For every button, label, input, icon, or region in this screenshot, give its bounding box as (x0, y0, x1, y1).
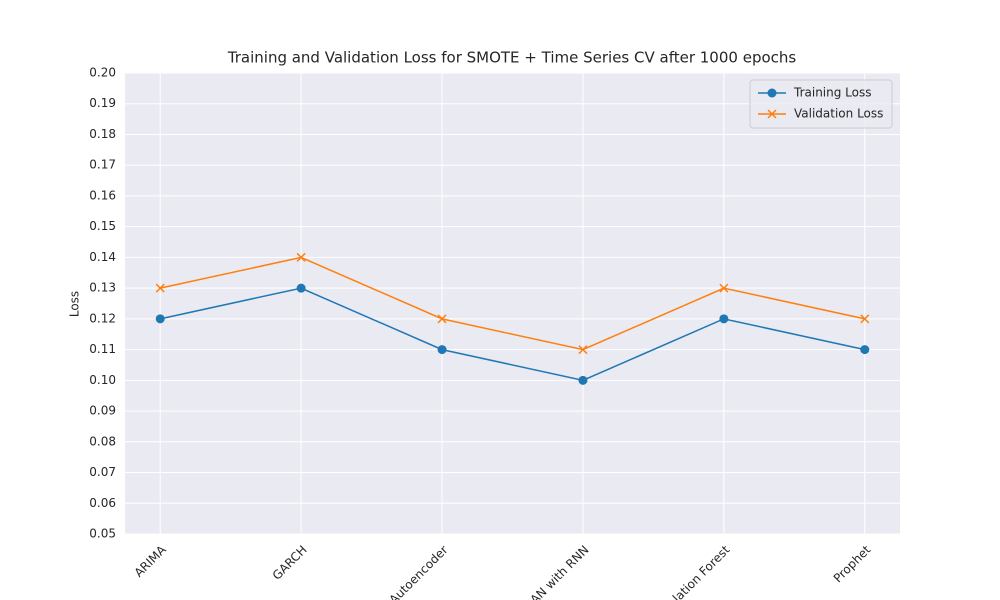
y-tick-label: 0.15 (89, 219, 116, 233)
point (296, 283, 306, 293)
x-tick-label: ARIMA (132, 542, 170, 580)
point (296, 252, 306, 262)
point (437, 314, 447, 324)
x-tick-label: Prophet (831, 542, 874, 585)
x-tick-label: GARCH (270, 543, 310, 583)
point (155, 283, 165, 293)
y-tick-label: 0.18 (89, 127, 116, 141)
plot-area (125, 73, 900, 534)
y-tick-label: 0.20 (89, 66, 116, 80)
x-tick-label: GAN with RNN (521, 543, 592, 600)
point (719, 283, 729, 293)
legend-label: Training Loss (793, 86, 871, 100)
legend-box (749, 79, 893, 129)
point (719, 314, 729, 324)
x-tick-label: Autoencoder (386, 543, 450, 600)
y-tick-label: 0.14 (89, 250, 116, 264)
series-line (160, 287, 865, 382)
chart-title: Training and Validation Loss for SMOTE +… (227, 49, 797, 67)
legend: Training Loss Validation Loss (749, 79, 893, 129)
x-tick-label: Isolation Forest (658, 542, 733, 600)
y-tick-label: 0.10 (89, 373, 116, 387)
point (437, 345, 447, 355)
y-tick-label: 0.13 (89, 281, 116, 295)
y-tick-label: 0.09 (89, 404, 116, 418)
point (578, 375, 588, 385)
legend-marker (767, 109, 777, 119)
y-tick-label: 0.08 (89, 434, 116, 448)
y-tick-label: 0.11 (89, 342, 116, 356)
series-line (160, 256, 865, 351)
y-axis-label: Loss (68, 291, 82, 317)
y-tick-label: 0.05 (89, 527, 116, 541)
legend-marker (767, 88, 777, 98)
y-tick-label: 0.07 (89, 465, 116, 479)
y-tick-label: 0.06 (89, 496, 116, 510)
y-tick-label: 0.17 (89, 158, 116, 172)
y-tick-label: 0.19 (89, 96, 116, 110)
y-tick-label: 0.16 (89, 188, 116, 202)
point (578, 345, 588, 355)
legend-label: Validation Loss (794, 107, 883, 121)
point (155, 314, 165, 324)
marks (155, 252, 870, 385)
grid (125, 72, 900, 535)
point (860, 314, 870, 324)
point (860, 345, 870, 355)
y-tick-label: 0.12 (89, 311, 116, 325)
